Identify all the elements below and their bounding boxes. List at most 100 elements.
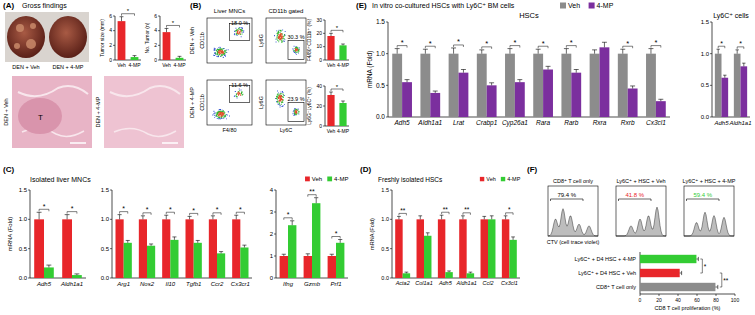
error-bar	[330, 254, 334, 256]
bar	[240, 247, 248, 278]
bar	[502, 219, 509, 278]
error-bar	[172, 237, 176, 240]
bar	[312, 203, 320, 278]
gate	[619, 199, 652, 201]
error-bar	[290, 221, 294, 225]
photo-background	[5, 12, 89, 62]
tick	[28, 248, 30, 249]
bar	[139, 219, 147, 278]
tick	[28, 278, 30, 279]
category-label: Cx3cl1	[501, 280, 518, 286]
legend-swatch	[560, 3, 566, 9]
tick-label: 80	[713, 297, 719, 303]
histology-image	[12, 76, 92, 148]
tick-label: 1.0	[381, 216, 389, 222]
error-bar	[338, 240, 342, 243]
tick-label: 60	[694, 297, 700, 303]
tick-label: 0.5	[381, 246, 389, 252]
plot-area	[163, 28, 184, 60]
tick-label: 0	[639, 297, 642, 303]
category-label: Adh5	[36, 281, 52, 287]
bar	[515, 82, 525, 117]
plot-area	[715, 49, 747, 117]
category-label: Veh	[162, 62, 171, 68]
significance: *	[542, 39, 545, 48]
significance: **	[723, 277, 729, 284]
bar	[715, 54, 722, 117]
y-axis	[388, 22, 389, 117]
category-label: Cx3cr1	[231, 281, 250, 287]
error-bar	[65, 215, 70, 220]
significance: *	[513, 38, 516, 47]
bar	[438, 219, 445, 278]
category-label: Ccr2	[211, 281, 224, 287]
category-label: Nos2	[140, 281, 155, 287]
tick-label: 2	[154, 42, 157, 48]
tick-label: 4	[109, 27, 112, 33]
plot-area	[280, 198, 345, 278]
tick	[28, 190, 30, 191]
tumor-nodule	[26, 39, 36, 49]
liver-photo	[49, 16, 87, 58]
tick-label: 1.0	[376, 50, 385, 57]
panel-label: (B)	[190, 1, 201, 10]
axis-title: No. Tumor (n)	[144, 22, 150, 53]
tick	[323, 33, 325, 34]
tick-label: 0.5	[101, 246, 110, 252]
bar	[280, 256, 288, 278]
chart: 0246Tumor size (mm)Veh4-MP*	[99, 8, 141, 67]
scale-bar	[70, 142, 86, 144]
gate	[288, 41, 304, 60]
error-bar	[329, 92, 333, 95]
bar	[533, 54, 543, 117]
bar	[590, 54, 600, 117]
bar	[72, 275, 82, 278]
tick	[110, 248, 112, 249]
error-bar	[120, 17, 124, 21]
significance: *	[192, 207, 195, 214]
tick	[390, 278, 392, 279]
significance: *	[335, 230, 338, 237]
tick	[390, 248, 392, 249]
tick-label: 1.0	[701, 51, 710, 57]
x-axis	[392, 278, 520, 279]
category-label: Lrat	[453, 119, 465, 126]
flow-events	[215, 28, 243, 57]
plot-area	[395, 215, 517, 278]
bar	[44, 267, 54, 278]
category-label: Adh5	[394, 119, 411, 126]
significance: *	[739, 40, 742, 47]
bar	[194, 243, 202, 278]
tick	[323, 86, 325, 87]
error-bar	[696, 257, 698, 261]
chart-title: Isolated liver MNCs	[30, 176, 91, 183]
y-axis	[712, 22, 713, 117]
error-bar	[341, 101, 345, 103]
category-label: Ly6C⁺ + D4 HSC + Veh	[578, 270, 636, 276]
category-label: Prf1	[330, 281, 341, 287]
tumor-nodule	[16, 24, 24, 32]
panel-label: (A)	[3, 1, 14, 10]
tick-label: 2	[270, 231, 274, 237]
significance: *	[239, 206, 242, 213]
axis-label: Ly6G	[258, 34, 264, 47]
error-bar	[717, 49, 720, 53]
error-bar	[564, 49, 569, 54]
bar	[424, 236, 431, 278]
axis-title: Ly6G⁻Ly6C⁺ (%)	[306, 87, 312, 125]
photo-label: DEN + Veh	[12, 64, 39, 70]
category-label: Adh5	[438, 280, 453, 286]
category-label: Veh	[327, 62, 336, 68]
bar	[543, 70, 553, 118]
tick-label: 40	[675, 297, 681, 303]
bar	[488, 219, 495, 278]
bar	[417, 219, 424, 278]
flow-plot	[266, 18, 306, 63]
legend-label: 4-MP	[597, 2, 614, 9]
bar	[640, 283, 715, 291]
plot-area	[116, 215, 249, 278]
tumor-nodule	[14, 43, 20, 49]
significance: *	[336, 84, 339, 90]
error-bar	[440, 215, 444, 219]
error-bar	[482, 216, 486, 219]
